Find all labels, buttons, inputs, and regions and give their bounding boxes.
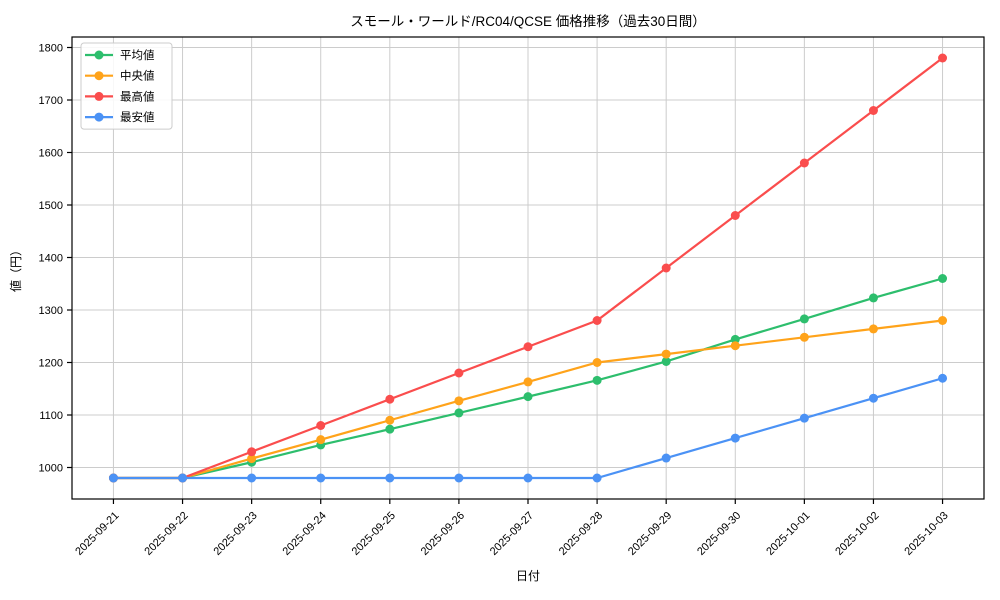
y-axis-label: 値（円） <box>8 244 23 292</box>
data-point <box>454 408 464 418</box>
series-layer <box>108 53 948 483</box>
data-point <box>523 342 533 352</box>
data-point <box>523 377 533 387</box>
data-point <box>385 394 395 404</box>
x-tick-label: 2025-09-28 <box>557 510 605 558</box>
y-tick-label: 1700 <box>39 95 63 107</box>
data-point <box>108 473 118 483</box>
x-tick-label: 2025-09-25 <box>350 510 398 558</box>
data-point <box>730 211 740 220</box>
data-point <box>454 396 464 406</box>
data-point <box>938 274 948 283</box>
series-3 <box>108 373 948 483</box>
data-point <box>868 324 878 334</box>
chart-title: スモール・ワールド/RC04/QCSE 価格推移（過去30日間） <box>350 14 706 29</box>
x-tick-label: 2025-09-21 <box>73 510 121 558</box>
data-point <box>592 375 602 385</box>
legend-marker <box>94 91 104 101</box>
data-point <box>868 393 878 403</box>
data-point <box>661 263 671 273</box>
x-tick-label: 2025-09-29 <box>626 510 674 558</box>
data-point <box>938 53 948 63</box>
data-point <box>592 473 602 483</box>
data-point <box>592 316 602 325</box>
legend-box <box>80 42 173 130</box>
data-point <box>799 158 809 168</box>
data-point <box>938 316 948 325</box>
legend-label: 平均値 <box>120 49 155 62</box>
x-tick-label: 2025-09-26 <box>419 510 467 558</box>
y-tick-label: 1600 <box>39 148 63 160</box>
legend-item: 最高値 <box>85 89 155 103</box>
x-tick-label: 2025-09-22 <box>142 510 190 558</box>
data-point <box>661 349 671 359</box>
y-tick-label: 1000 <box>39 463 63 475</box>
x-tick-label: 2025-10-02 <box>833 510 881 558</box>
grid-layer <box>72 37 984 499</box>
data-point <box>592 358 602 367</box>
data-point <box>523 473 533 483</box>
data-point <box>730 433 740 443</box>
data-point <box>730 334 740 344</box>
data-point <box>454 368 464 378</box>
data-point <box>247 473 257 483</box>
data-point <box>799 332 809 342</box>
legend-item: 平均値 <box>85 49 155 62</box>
data-point <box>178 473 188 483</box>
legend-item: 中央値 <box>85 70 155 83</box>
data-point <box>247 454 257 464</box>
data-point <box>868 106 878 115</box>
legend-label: 中央値 <box>120 70 155 83</box>
data-point <box>454 473 464 483</box>
legend-marker <box>94 71 104 81</box>
data-point <box>938 373 948 383</box>
legend-item: 最安値 <box>85 110 155 124</box>
legend-marker <box>94 112 104 122</box>
data-point <box>868 293 878 303</box>
data-point <box>799 314 809 324</box>
data-point <box>523 392 533 402</box>
y-tick-label: 1300 <box>39 305 63 317</box>
data-point <box>385 424 395 434</box>
y-tick-label: 1100 <box>39 410 63 422</box>
data-point <box>316 473 326 483</box>
data-point <box>316 435 326 445</box>
y-tick-label: 1400 <box>39 253 63 265</box>
data-point <box>799 413 809 423</box>
x-tick-label: 2025-09-24 <box>281 510 329 558</box>
data-point <box>385 415 395 425</box>
legend-marker <box>94 50 104 60</box>
data-point <box>247 447 257 457</box>
data-point <box>385 473 395 483</box>
y-tick-label: 1200 <box>39 358 63 370</box>
data-point <box>316 421 326 430</box>
data-point <box>661 356 671 366</box>
x-tick-label: 2025-10-03 <box>902 510 950 558</box>
legend-label: 最安値 <box>120 110 155 124</box>
x-tick-label: 2025-10-01 <box>764 510 812 558</box>
data-point <box>730 341 740 351</box>
legend-label: 最高値 <box>120 89 155 103</box>
x-tick-label: 2025-09-27 <box>488 510 536 558</box>
x-tick-label: 2025-09-30 <box>695 510 743 558</box>
data-point <box>661 453 671 463</box>
y-tick-label: 1500 <box>39 200 63 212</box>
x-axis-label: 日付 <box>516 569 540 583</box>
x-tick-label: 2025-09-23 <box>211 510 259 558</box>
y-tick-label: 1800 <box>39 43 63 55</box>
